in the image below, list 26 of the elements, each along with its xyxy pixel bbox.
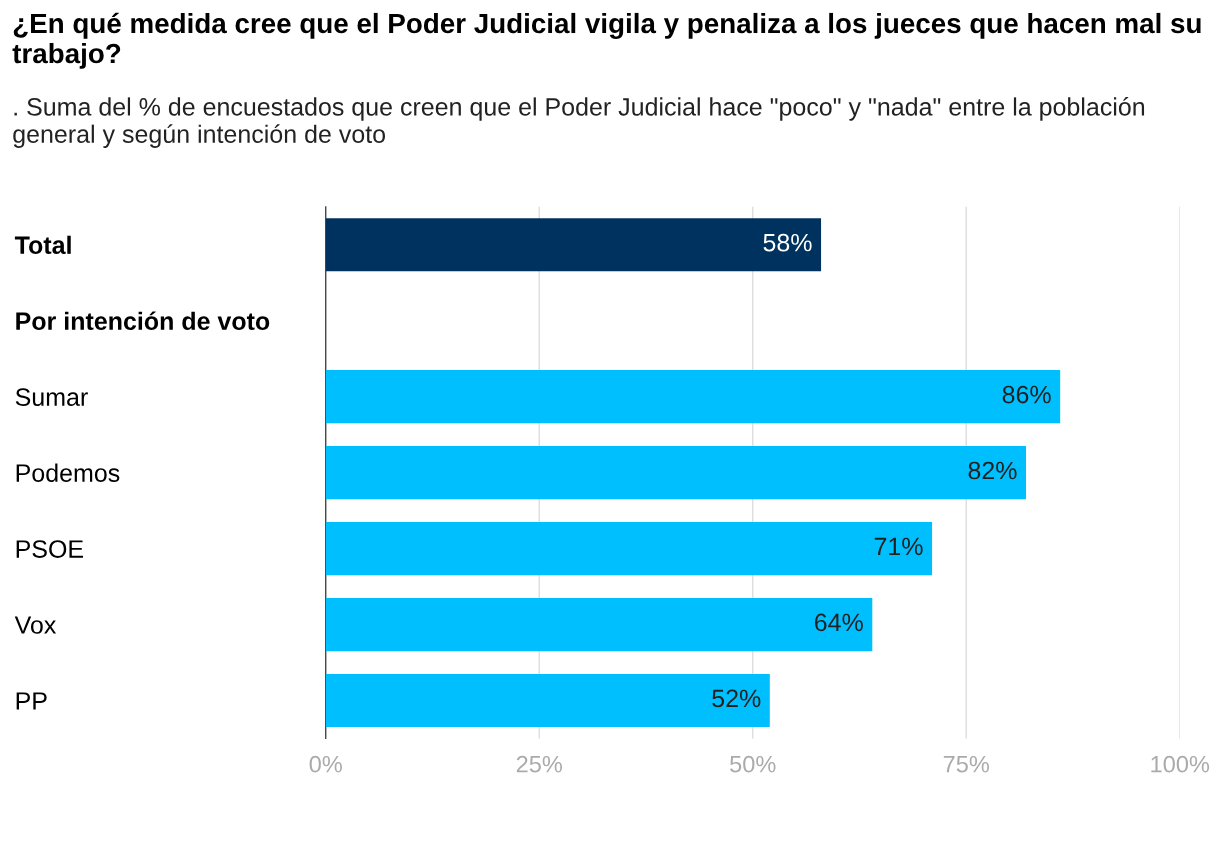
y-tick-label: PSOE <box>16 540 84 558</box>
x-tick-label: 25% <box>516 755 563 773</box>
x-tick-label: 75% <box>943 755 990 773</box>
chart-subtitle: . Suma del % de encuestados que creen que el Poder Judicial hace "poco" y "nada" entre la población general y según intención de voto <box>13 97 1145 148</box>
data-label: 86% <box>1002 385 1051 404</box>
y-tick-label: Vox <box>14 616 57 634</box>
y-tick-label: Sumar <box>15 388 88 406</box>
bar <box>325 597 873 652</box>
data-label: 82% <box>968 461 1017 480</box>
x-tick-label: 100% <box>1151 755 1210 773</box>
y-tick-label: Por intención de voto <box>16 311 270 331</box>
y-tick-label: Total <box>14 235 71 255</box>
chart-title: ¿En qué medida cree que el Poder Judicial vigila y penaliza a los jueces que hacen mal su trabajo? <box>12 12 1201 69</box>
data-label: 71% <box>874 537 923 556</box>
data-label: 58% <box>763 233 812 252</box>
y-tick-label: Podemos <box>16 463 120 482</box>
bar <box>325 218 822 272</box>
x-tick-label: 0% <box>309 755 342 773</box>
x-tick-label: 50% <box>730 755 776 773</box>
data-label: 64% <box>814 613 863 632</box>
bar <box>325 522 933 576</box>
data-label: 52% <box>712 689 761 708</box>
bar <box>325 370 1061 424</box>
y-tick-label: PP <box>16 692 47 710</box>
bar <box>325 446 1027 500</box>
bar <box>325 673 770 728</box>
